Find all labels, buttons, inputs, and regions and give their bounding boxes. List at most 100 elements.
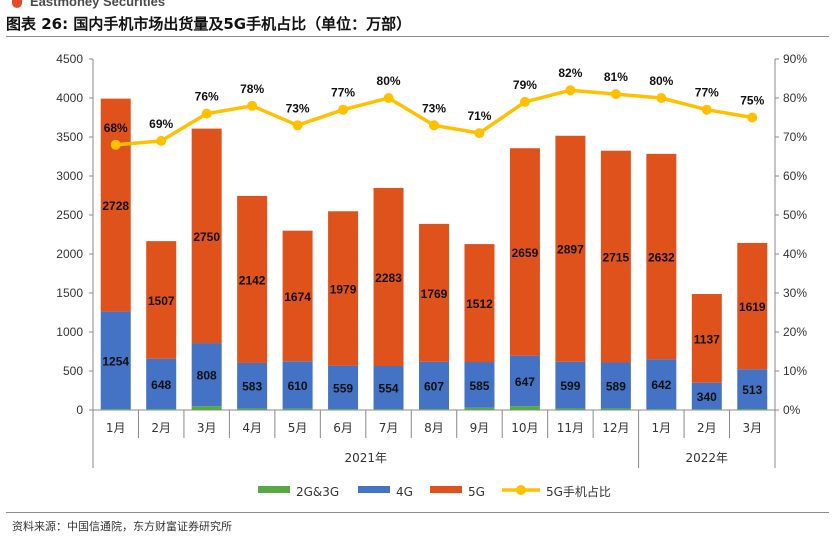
bar-5g: [464, 244, 495, 363]
bar-2g3g: [464, 407, 495, 410]
bar-2g3g: [237, 408, 268, 410]
data-label-5g: 2142: [239, 273, 266, 287]
line-point: [338, 104, 349, 115]
x-tick-label: 2月: [697, 421, 717, 435]
bar-2g3g: [146, 409, 177, 410]
left-tick-label: 0: [76, 403, 83, 417]
x-tick-label: 1月: [106, 421, 126, 435]
data-label-4g: 808: [197, 369, 217, 383]
legend-label: 5G手机占比: [546, 484, 611, 499]
bar-2g3g: [600, 408, 631, 410]
bar-5g: [691, 294, 722, 383]
left-tick-label: 3500: [56, 130, 83, 144]
left-tick-label: 1000: [56, 325, 83, 339]
chart-title: 图表 26: 国内手机市场出货量及5G手机占比（单位：万部）: [6, 15, 412, 33]
data-label-4g: 513: [742, 383, 762, 397]
data-label-share: 73%: [286, 101, 310, 115]
x-tick-label: 1月: [652, 421, 672, 435]
bar-5g: [237, 195, 268, 363]
data-label-5g: 2728: [102, 199, 129, 213]
legend-label: 2G&3G: [296, 485, 339, 499]
data-label-share: 78%: [240, 82, 264, 96]
data-label-share: 73%: [422, 101, 446, 115]
bar-4g: [373, 366, 404, 410]
bar-4g: [146, 358, 177, 410]
bar-5g: [282, 230, 313, 362]
left-tick-label: 4000: [56, 91, 83, 105]
bar-5g: [328, 211, 359, 366]
bar-4g: [600, 362, 631, 409]
bar-5g: [373, 187, 404, 367]
left-tick-label: 500: [63, 364, 83, 378]
bar-4g: [191, 343, 222, 407]
data-label-5g: 2715: [603, 251, 630, 265]
bar-5g: [100, 98, 131, 312]
bar-2g3g: [691, 409, 722, 410]
left-tick-label: 4500: [56, 52, 83, 66]
data-label-5g: 1979: [330, 282, 357, 296]
data-label-share: 71%: [467, 109, 491, 123]
x-tick-label: 4月: [242, 421, 262, 435]
data-label-4g: 585: [469, 379, 489, 393]
data-label-5g: 2632: [648, 250, 675, 264]
x-tick-label: 11月: [557, 421, 584, 435]
footer-divider: [6, 512, 829, 513]
line-point: [110, 139, 121, 150]
line-point: [519, 96, 530, 107]
right-tick-label: 70%: [783, 130, 807, 144]
bar-5g: [509, 148, 540, 356]
left-tick-label: 3000: [56, 169, 83, 183]
bar-2g3g: [100, 409, 131, 410]
data-label-5g: 1674: [284, 290, 311, 304]
legend-swatch: [430, 486, 462, 493]
x-tick-label: 6月: [333, 421, 353, 435]
data-label-5g: 1619: [739, 300, 766, 314]
x-tick-label: 9月: [470, 421, 490, 435]
line-point: [201, 108, 212, 119]
bar-2g3g: [419, 409, 449, 410]
year-group-label: 2021年: [345, 451, 388, 465]
line-point: [247, 100, 258, 111]
bar-2g3g: [555, 408, 586, 410]
line-point: [156, 135, 167, 146]
line-point: [701, 104, 712, 115]
data-label-4g: 340: [697, 390, 717, 404]
data-label-4g: 554: [379, 382, 399, 396]
bar-4g: [646, 359, 677, 410]
right-tick-label: 50%: [783, 208, 807, 222]
x-tick-label: 8月: [424, 421, 444, 435]
x-tick-label: 3月: [197, 421, 217, 435]
line-point: [610, 89, 621, 100]
bar-2g3g: [509, 406, 540, 410]
bar-4g: [100, 311, 131, 410]
bar-5g: [737, 242, 768, 370]
x-tick-label: 12月: [602, 421, 629, 435]
data-label-5g: 2283: [375, 271, 402, 285]
legend-line-marker: [516, 485, 526, 495]
line-point: [474, 128, 485, 139]
data-label-share: 76%: [195, 90, 219, 104]
bar-4g: [737, 369, 768, 410]
data-label-4g: 647: [515, 375, 535, 389]
x-tick-label: 10月: [511, 421, 538, 435]
data-label-5g: 2897: [557, 243, 584, 257]
left-tick-label: 1500: [56, 286, 83, 300]
bar-4g: [555, 361, 586, 409]
bar-5g: [191, 128, 222, 344]
data-label-5g: 1769: [421, 287, 448, 301]
legend-label: 4G: [396, 485, 413, 499]
data-label-share: 81%: [604, 70, 628, 84]
data-label-4g: 1254: [102, 354, 129, 368]
bar-2g3g: [646, 409, 677, 410]
bar-5g: [419, 223, 449, 362]
x-tick-label: 7月: [379, 421, 399, 435]
data-label-share: 79%: [513, 78, 537, 92]
data-label-share: 69%: [149, 117, 173, 131]
data-label-4g: 648: [151, 378, 171, 392]
right-tick-label: 90%: [783, 52, 807, 66]
year-group-label: 2022年: [686, 451, 729, 465]
bar-4g: [237, 362, 268, 409]
data-label-share: 80%: [649, 74, 673, 88]
data-label-4g: 607: [424, 380, 444, 394]
